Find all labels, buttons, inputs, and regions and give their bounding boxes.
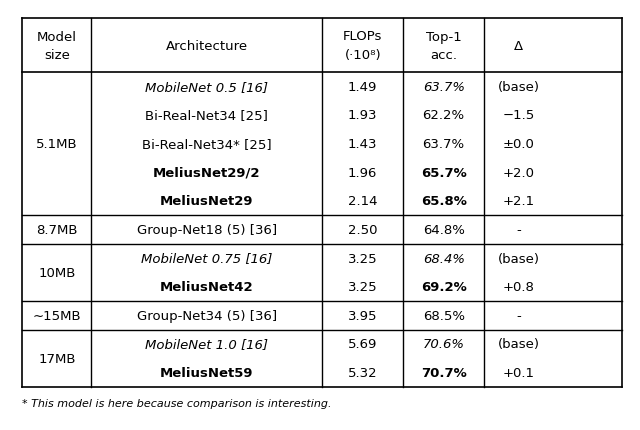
Text: 70.6%: 70.6% <box>422 338 465 350</box>
Text: 5.32: 5.32 <box>348 366 378 379</box>
Text: 68.4%: 68.4% <box>422 252 465 265</box>
Text: MeliusNet42: MeliusNet42 <box>160 280 253 293</box>
Text: -: - <box>516 309 521 322</box>
Text: 2.14: 2.14 <box>348 195 378 208</box>
Text: 64.8%: 64.8% <box>423 223 465 237</box>
Text: +0.1: +0.1 <box>502 366 534 379</box>
Text: -: - <box>516 223 521 237</box>
Text: MeliusNet29/2: MeliusNet29/2 <box>153 166 260 179</box>
Text: MeliusNet59: MeliusNet59 <box>160 366 253 379</box>
Text: 1.43: 1.43 <box>348 138 378 150</box>
Text: 65.7%: 65.7% <box>421 166 467 179</box>
Text: Architecture: Architecture <box>166 40 248 52</box>
Text: 2.50: 2.50 <box>348 223 378 237</box>
Text: 69.2%: 69.2% <box>421 280 467 293</box>
Text: * This model is here because comparison is interesting.: * This model is here because comparison … <box>22 398 332 408</box>
Text: (base): (base) <box>498 252 540 265</box>
Text: 62.2%: 62.2% <box>422 109 465 122</box>
Text: 8.7MB: 8.7MB <box>36 223 77 237</box>
Text: −1.5: −1.5 <box>502 109 535 122</box>
Text: 17MB: 17MB <box>38 352 76 365</box>
Text: 65.8%: 65.8% <box>420 195 467 208</box>
Text: 68.5%: 68.5% <box>422 309 465 322</box>
Text: ∼15MB: ∼15MB <box>33 309 81 322</box>
Text: 3.25: 3.25 <box>348 280 378 293</box>
Text: Δ: Δ <box>514 40 523 52</box>
Text: (base): (base) <box>498 80 540 93</box>
Text: 63.7%: 63.7% <box>422 138 465 150</box>
Text: (·10⁸): (·10⁸) <box>344 49 381 62</box>
Text: 3.25: 3.25 <box>348 252 378 265</box>
Text: +0.8: +0.8 <box>502 280 534 293</box>
Text: Group-Net34 (5) [36]: Group-Net34 (5) [36] <box>137 309 277 322</box>
Text: Top-1
acc.: Top-1 acc. <box>426 31 461 61</box>
Text: 63.7%: 63.7% <box>422 80 465 93</box>
Text: 3.95: 3.95 <box>348 309 378 322</box>
Text: +2.0: +2.0 <box>502 166 534 179</box>
Text: Group-Net18 (5) [36]: Group-Net18 (5) [36] <box>137 223 277 237</box>
Text: Model
size: Model size <box>37 31 77 61</box>
Text: Bi-Real-Net34 [25]: Bi-Real-Net34 [25] <box>145 109 268 122</box>
Text: 70.7%: 70.7% <box>421 366 467 379</box>
Text: 5.1MB: 5.1MB <box>36 138 77 150</box>
Text: 5.69: 5.69 <box>348 338 378 350</box>
Text: MobileNet 0.75 [16]: MobileNet 0.75 [16] <box>141 252 273 265</box>
Text: 1.93: 1.93 <box>348 109 378 122</box>
Text: MeliusNet29: MeliusNet29 <box>160 195 253 208</box>
Text: 10MB: 10MB <box>38 266 76 279</box>
Text: 1.49: 1.49 <box>348 80 378 93</box>
Text: +2.1: +2.1 <box>502 195 534 208</box>
Text: ±0.0: ±0.0 <box>502 138 534 150</box>
Text: Bi-Real-Net34* [25]: Bi-Real-Net34* [25] <box>142 138 271 150</box>
Text: 1.96: 1.96 <box>348 166 378 179</box>
Text: (base): (base) <box>498 338 540 350</box>
Text: MobileNet 0.5 [16]: MobileNet 0.5 [16] <box>145 80 268 93</box>
Text: MobileNet 1.0 [16]: MobileNet 1.0 [16] <box>145 338 268 350</box>
Text: FLOPs: FLOPs <box>343 30 383 43</box>
